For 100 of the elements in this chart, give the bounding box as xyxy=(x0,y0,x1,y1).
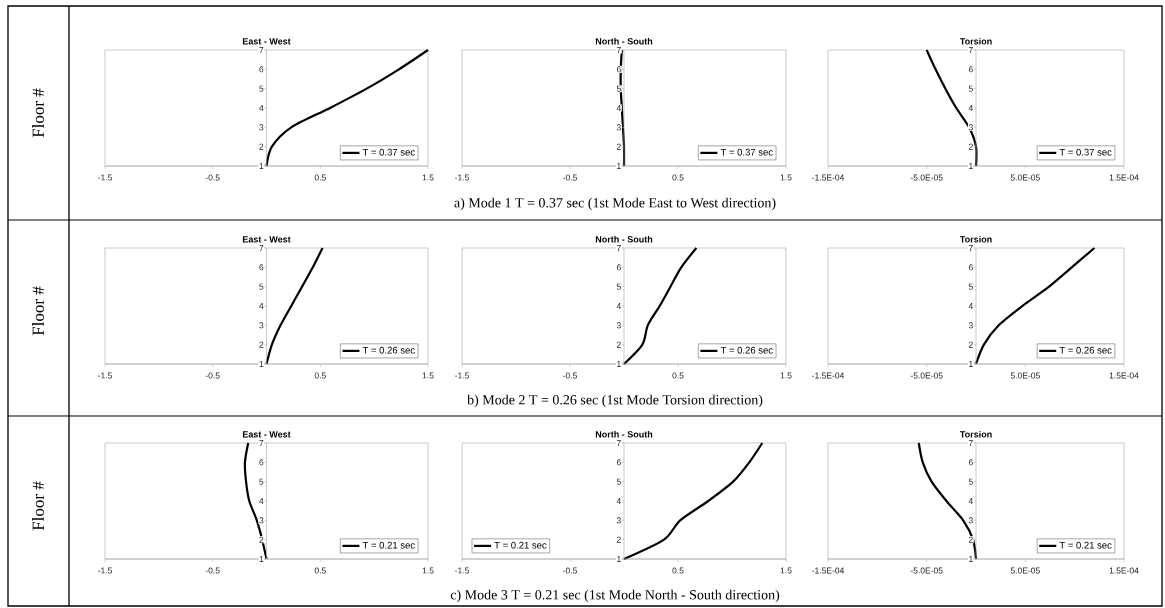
y-tick-label: 6 xyxy=(968,459,973,466)
y-tick-label: 3 xyxy=(616,517,621,524)
y-tick-label: 6 xyxy=(616,459,621,466)
x-tick-label: -1.5E-04 xyxy=(812,174,845,181)
chart-title: North - South xyxy=(595,430,653,438)
y-tick-label: 3 xyxy=(616,322,621,329)
x-tick-label: -0.5 xyxy=(205,372,220,379)
y-tick-label: 2 xyxy=(259,143,264,150)
chart-title: North - South xyxy=(595,235,653,243)
legend-label: T = 0.26 sec xyxy=(362,346,415,354)
legend-label: T = 0.26 sec xyxy=(1059,346,1112,354)
y-tick-label: 5 xyxy=(616,85,621,92)
y-axis-title: Floor # xyxy=(32,88,44,138)
y-tick-label: 5 xyxy=(968,283,973,290)
x-tick-label: -1.5 xyxy=(455,174,469,181)
chart-title: East - West xyxy=(242,38,291,45)
y-tick-label: 5 xyxy=(259,283,264,290)
legend-label: T = 0.37 sec xyxy=(362,148,415,156)
y-tick-label: 2 xyxy=(616,536,621,543)
y-tick-label: 6 xyxy=(259,459,264,466)
y-tick-label: 5 xyxy=(968,85,973,92)
x-tick-label: -0.5 xyxy=(563,372,577,379)
y-tick-label: 2 xyxy=(616,143,621,150)
y-tick-label: 5 xyxy=(259,85,264,92)
x-tick-label: -0.5 xyxy=(563,567,577,574)
legend-label: T = 0.37 sec xyxy=(1059,148,1112,156)
y-tick-label: 5 xyxy=(259,478,264,485)
y-tick-label: 2 xyxy=(259,536,264,543)
x-tick-label: -1.5 xyxy=(455,372,469,379)
y-tick-label: 3 xyxy=(259,517,264,524)
y-tick-label: 1 xyxy=(617,361,621,367)
x-tick-label: 0.5 xyxy=(314,567,326,574)
y-tick-label: 2 xyxy=(259,341,264,348)
y-tick-label: 7 xyxy=(259,245,264,251)
y-tick-label: 2 xyxy=(968,341,973,348)
y-tick-label: 7 xyxy=(616,440,621,446)
y-tick-label: 6 xyxy=(968,66,973,73)
chart-title: Torsion xyxy=(959,235,992,243)
x-tick-label: 5.0E-05 xyxy=(1010,174,1040,181)
legend-label: T = 0.26 sec xyxy=(720,346,773,354)
x-tick-label: 1.5E-04 xyxy=(1109,372,1139,379)
line-series xyxy=(974,246,1096,366)
y-axis-title: Floor # xyxy=(32,286,44,336)
x-tick-label: 1.5 xyxy=(780,372,792,379)
text: a) Mode 1 T = 0.37 sec (1st Mode East to West direction) xyxy=(454,197,776,211)
line-series xyxy=(622,441,764,561)
x-tick-label: -0.5 xyxy=(563,174,577,181)
x-tick-label: 1.5 xyxy=(422,372,434,379)
y-tick-label: 3 xyxy=(616,124,621,131)
x-tick-label: 1.5 xyxy=(780,567,792,574)
y-tick-label: 1 xyxy=(259,361,264,367)
legend-label: T = 0.21 sec xyxy=(362,541,415,549)
y-tick-label: 5 xyxy=(616,283,621,290)
y-tick-label: 4 xyxy=(616,303,621,309)
y-tick-label: 1 xyxy=(969,361,973,367)
y-tick-label: 6 xyxy=(259,264,264,271)
y-tick-label: 2 xyxy=(968,536,973,543)
y-tick-label: 7 xyxy=(259,47,264,53)
y-tick-label: 2 xyxy=(616,341,621,348)
y-tick-label: 1 xyxy=(617,556,621,562)
y-tick-label: 3 xyxy=(259,322,264,329)
x-tick-label: -0.5 xyxy=(205,567,220,574)
y-tick-label: 7 xyxy=(968,440,973,446)
chart-title: East - West xyxy=(242,236,291,243)
y-tick-label: 7 xyxy=(968,47,973,53)
y-tick-label: 1 xyxy=(259,556,264,562)
legend-label: T = 0.21 sec xyxy=(494,541,547,549)
x-tick-label: -1.5 xyxy=(98,567,112,574)
chart-title: East - West xyxy=(242,431,291,438)
y-tick-label: 6 xyxy=(259,66,264,73)
y-tick-label: 1 xyxy=(259,163,264,169)
x-tick-label: 0.5 xyxy=(672,372,684,379)
y-tick-label: 7 xyxy=(616,47,621,53)
y-tick-label: 3 xyxy=(968,124,973,131)
y-tick-label: 7 xyxy=(616,245,621,251)
x-tick-label: 1.5E-04 xyxy=(1109,567,1139,574)
text: b) Mode 2 T = 0.26 sec (1st Mode Torsion direction) xyxy=(467,394,763,408)
y-tick-label: 7 xyxy=(259,440,264,446)
y-tick-label: 4 xyxy=(616,105,621,111)
y-tick-label: 6 xyxy=(968,264,973,271)
y-tick-label: 7 xyxy=(968,245,973,251)
y-tick-label: 4 xyxy=(259,498,264,504)
chart-title: Torsion xyxy=(959,430,992,438)
chart-title: North - South xyxy=(595,37,653,45)
y-tick-label: 1 xyxy=(969,556,973,562)
line-series xyxy=(243,441,268,561)
y-tick-label: 5 xyxy=(616,478,621,485)
y-tick-label: 5 xyxy=(968,478,973,485)
x-tick-label: 1.5 xyxy=(422,567,434,574)
line-series xyxy=(622,246,698,366)
x-tick-label: 1.5E-04 xyxy=(1109,174,1139,181)
x-tick-label: 0.5 xyxy=(672,174,684,181)
legend-label: T = 0.21 sec xyxy=(1059,541,1112,549)
y-tick-label: 6 xyxy=(616,66,621,73)
y-tick-label: 3 xyxy=(968,517,973,524)
x-tick-label: -1.5 xyxy=(98,372,112,379)
chart-title: Torsion xyxy=(959,37,992,45)
x-tick-label: -1.5E-04 xyxy=(812,567,845,574)
x-tick-label: 0.5 xyxy=(314,174,326,181)
y-tick-label: 4 xyxy=(968,105,973,111)
